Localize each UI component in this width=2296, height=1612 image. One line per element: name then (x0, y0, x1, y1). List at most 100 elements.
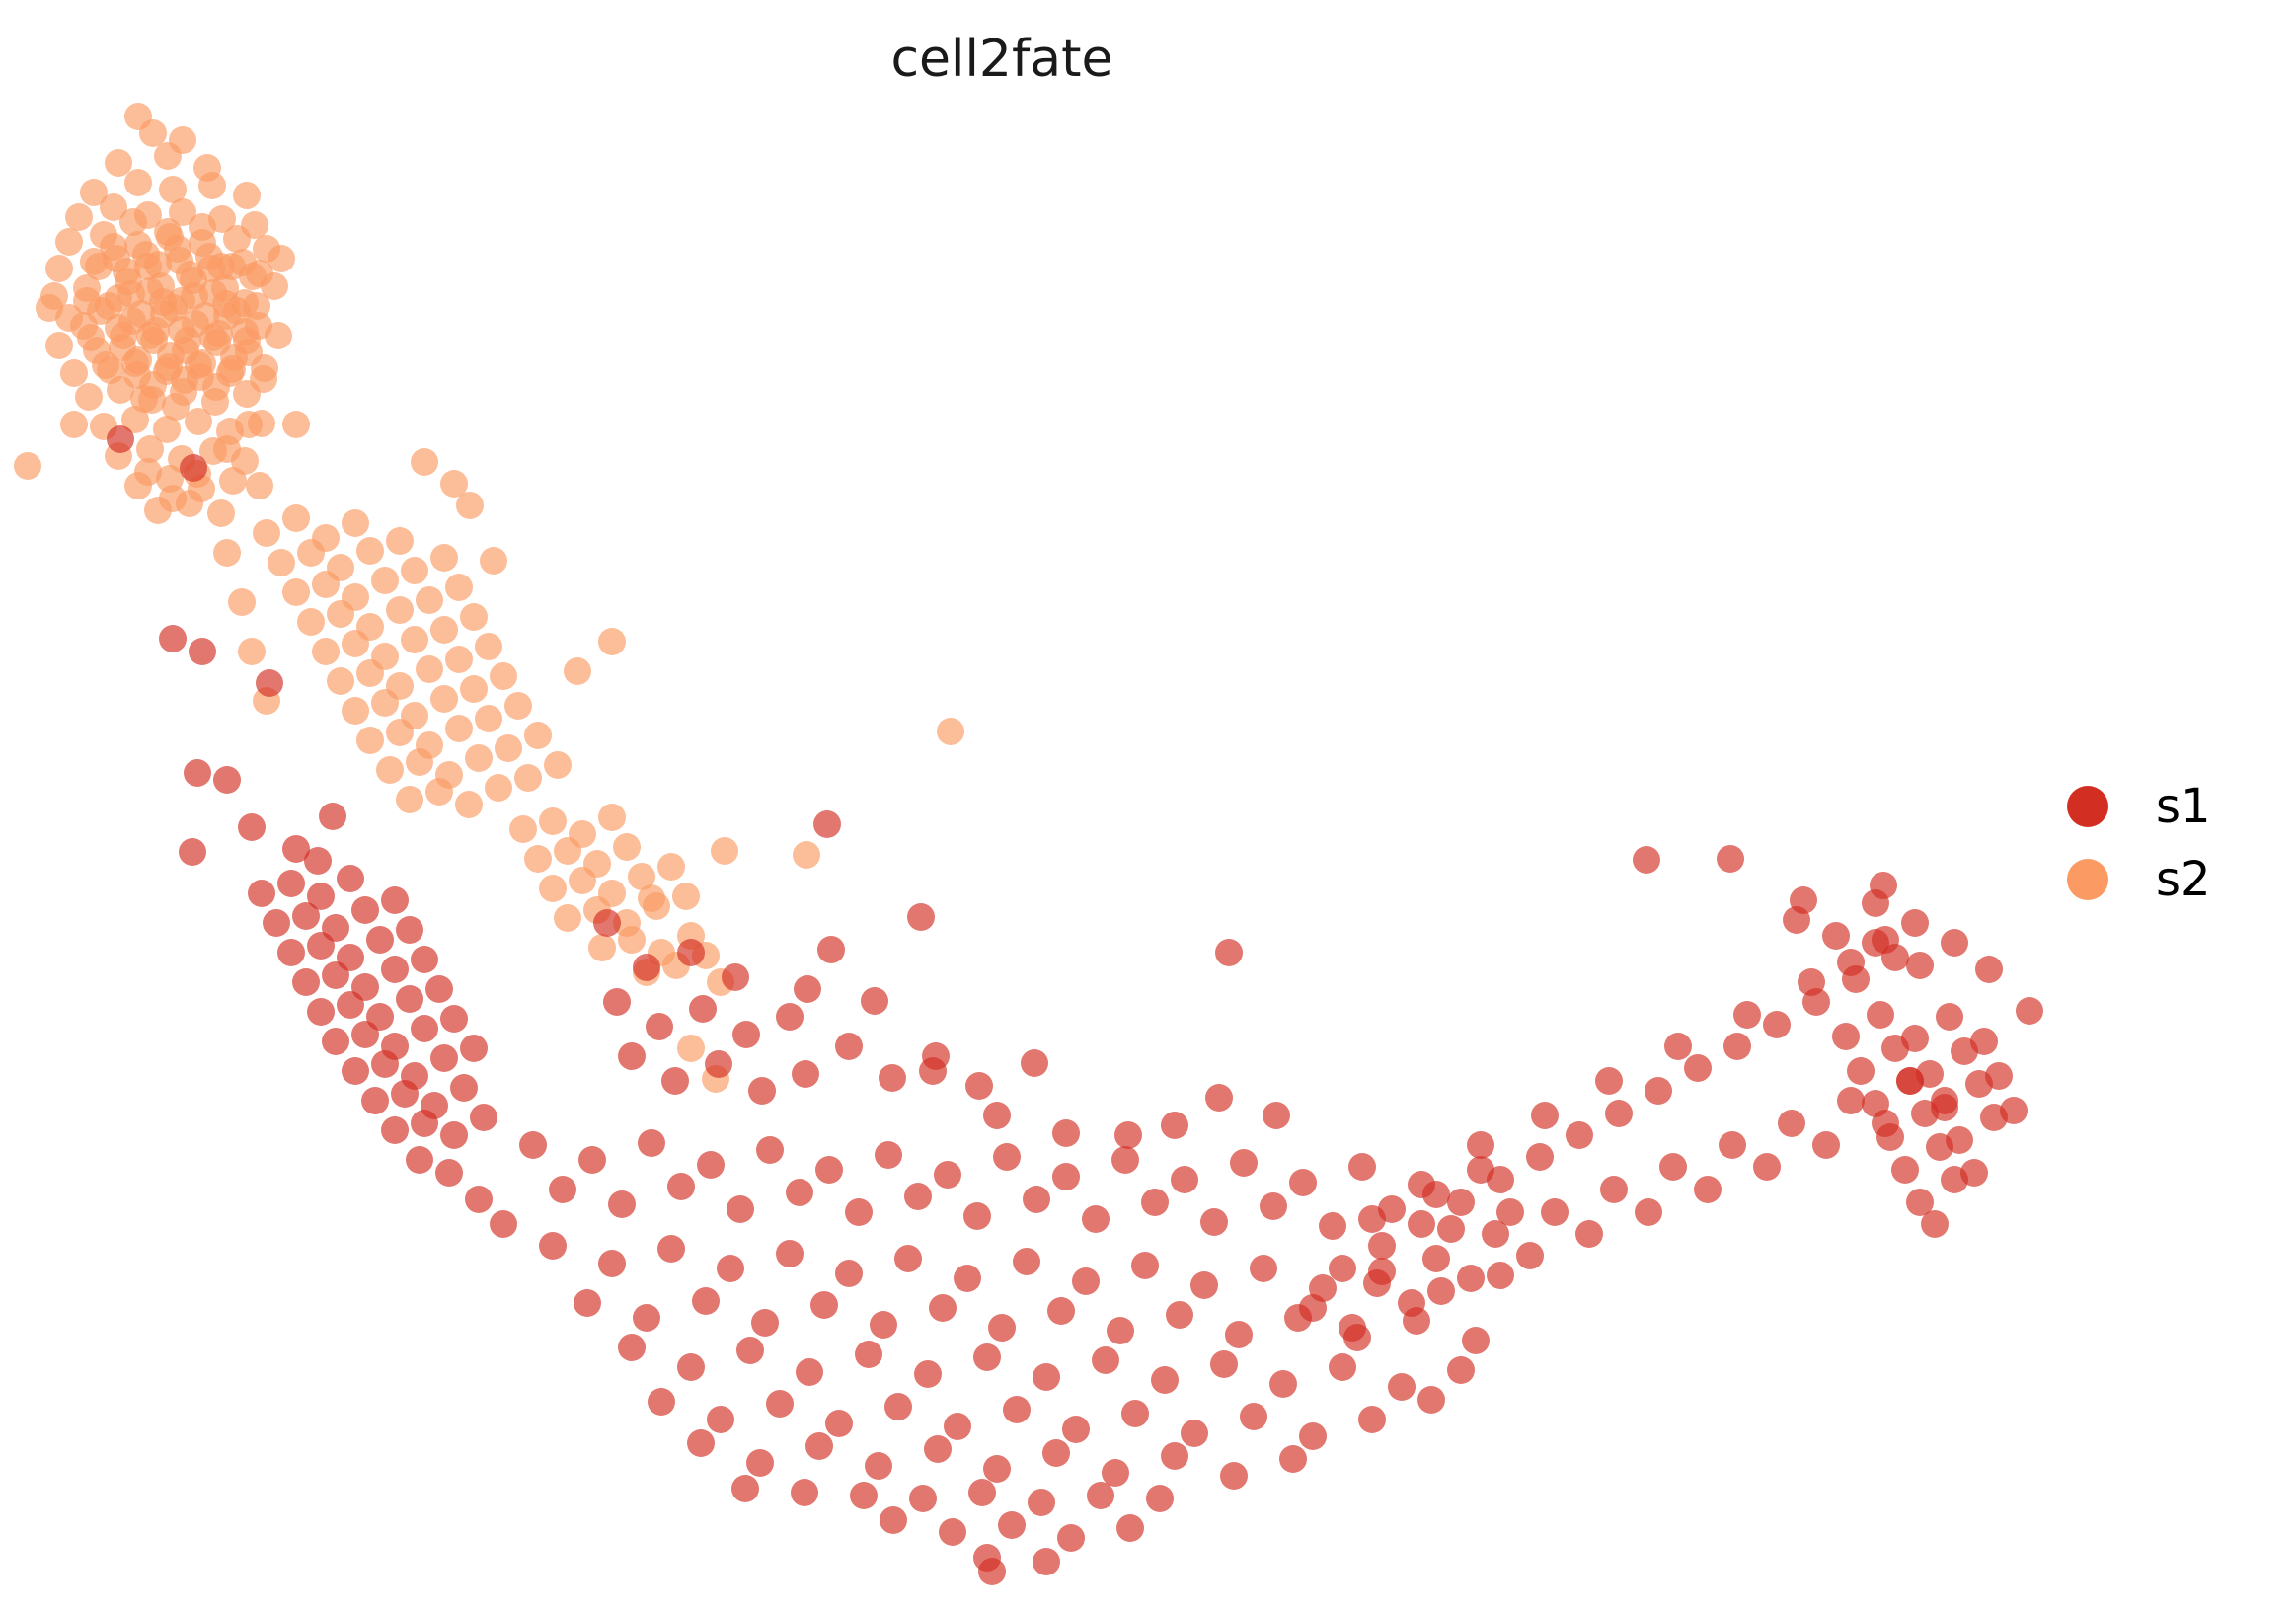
scatter-point-s1 (1447, 1189, 1475, 1216)
scatter-point-s2 (121, 349, 149, 377)
scatter-point-s1 (1200, 1208, 1228, 1236)
scatter-point-s1 (929, 1294, 957, 1322)
scatter-point-s1 (1220, 1462, 1248, 1490)
scatter-point-s1 (689, 995, 717, 1023)
scatter-point-s1 (1205, 1084, 1233, 1112)
scatter-point-s2 (100, 193, 127, 221)
scatter-point-s1 (180, 454, 207, 482)
scatter-point-s1 (1299, 1422, 1327, 1450)
scatter-point-s1 (1719, 1131, 1746, 1159)
scatter-point-s1 (1087, 1482, 1114, 1509)
legend-label-s2: s2 (2156, 852, 2211, 907)
scatter-point-s1 (870, 1311, 897, 1339)
scatter-point-s1 (1487, 1262, 1514, 1289)
scatter-point-s1 (1329, 1353, 1356, 1381)
scatter-point-s1 (1605, 1100, 1633, 1127)
scatter-point-s2 (509, 815, 537, 843)
scatter-point-s1 (731, 1475, 759, 1502)
scatter-point-s2 (282, 411, 310, 438)
scatter-point-s2 (103, 245, 130, 272)
scatter-point-s2 (465, 744, 493, 772)
scatter-point-s1 (805, 1432, 833, 1460)
scatter-point-s2 (223, 225, 251, 253)
scatter-point-s1 (371, 1050, 399, 1078)
scatter-point-s2 (70, 312, 98, 340)
scatter-point-s1 (282, 835, 310, 863)
scatter-point-s1 (1121, 1400, 1149, 1427)
scatter-point-s1 (1941, 929, 1968, 957)
scatter-point-s2 (213, 435, 241, 463)
scatter-point-s1 (1289, 1169, 1317, 1196)
scatter-point-s1 (1862, 1090, 1889, 1117)
scatter-point-s1 (1778, 1110, 1805, 1137)
scatter-point-s1 (1763, 1011, 1791, 1038)
scatter-point-s1 (435, 1159, 463, 1187)
scatter-point-s2 (238, 638, 266, 665)
scatter-point-s2 (235, 411, 263, 438)
scatter-point-s1 (1319, 1212, 1346, 1240)
scatter-point-s2 (246, 260, 273, 287)
scatter-point-s1 (1541, 1198, 1569, 1226)
scatter-point-s1 (1092, 1346, 1119, 1374)
scatter-point-s1 (361, 1087, 389, 1114)
scatter-point-s2 (83, 337, 111, 364)
scatter-point-s1 (1531, 1102, 1559, 1129)
scatter-point-s2 (233, 380, 261, 408)
scatter-point-s1 (1526, 1143, 1554, 1171)
scatter-point-s1 (875, 1141, 902, 1169)
scatter-point-s2 (396, 786, 423, 813)
scatter-point-s1 (1408, 1210, 1435, 1238)
scatter-point-s2 (386, 719, 414, 746)
scatter-point-s1 (1462, 1327, 1490, 1354)
scatter-point-s1 (697, 1151, 725, 1179)
scatter-point-s1 (603, 988, 631, 1016)
scatter-point-s1 (904, 1183, 932, 1210)
scatter-point-s2 (159, 485, 187, 512)
scatter-point-s1 (351, 896, 379, 924)
scatter-point-s1 (618, 1334, 646, 1361)
scatter-point-s1 (1021, 1049, 1048, 1077)
scatter-point-s2 (198, 172, 226, 199)
scatter-point-s1 (815, 1156, 843, 1184)
scatter-point-s2 (544, 751, 572, 779)
scatter-point-s2 (149, 288, 177, 316)
scatter-point-s2 (440, 470, 468, 498)
scatter-point-s1 (248, 880, 275, 907)
scatter-point-s2 (416, 586, 443, 614)
scatter-point-s2 (475, 633, 502, 660)
scatter-point-s1 (1633, 846, 1660, 874)
scatter-point-s1 (1980, 1104, 2008, 1131)
scatter-point-s2 (185, 408, 212, 435)
scatter-point-s1 (519, 1131, 547, 1159)
scatter-point-s2 (124, 103, 152, 130)
scatter-point-s2 (60, 411, 88, 438)
legend-label-s1: s1 (2156, 779, 2211, 834)
scatter-point-s2 (268, 245, 295, 272)
scatter-point-s1 (322, 961, 349, 989)
legend-item-s2: s2 (2067, 856, 2211, 903)
scatter-point-s2 (213, 539, 241, 567)
scatter-point-s1 (430, 1044, 458, 1072)
scatter-point-s1 (1941, 1166, 1968, 1193)
scatter-point-s1 (1047, 1297, 1075, 1325)
scatter-point-s2 (105, 314, 132, 342)
scatter-point-s1 (717, 1255, 744, 1282)
scatter-point-s2 (618, 926, 646, 954)
scatter-point-s2 (342, 630, 369, 657)
scatter-point-s2 (153, 416, 181, 443)
scatter-point-s2 (154, 142, 182, 170)
scatter-point-s1 (657, 1235, 685, 1263)
scatter-point-s2 (297, 608, 325, 636)
scatter-point-s2 (55, 228, 83, 256)
scatter-point-s2 (460, 675, 488, 703)
scatter-point-s1 (817, 936, 845, 963)
scatter-point-s2 (119, 208, 147, 236)
scatter-point-s1 (1161, 1442, 1188, 1470)
scatter-point-s1 (1082, 1205, 1110, 1233)
scatter-point-s1 (1566, 1121, 1593, 1149)
scatter-point-s1 (1358, 1205, 1386, 1233)
scatter-point-s1 (1447, 1356, 1475, 1384)
scatter-point-s1 (1936, 1003, 1963, 1031)
scatter-point-s1 (1151, 1366, 1179, 1394)
